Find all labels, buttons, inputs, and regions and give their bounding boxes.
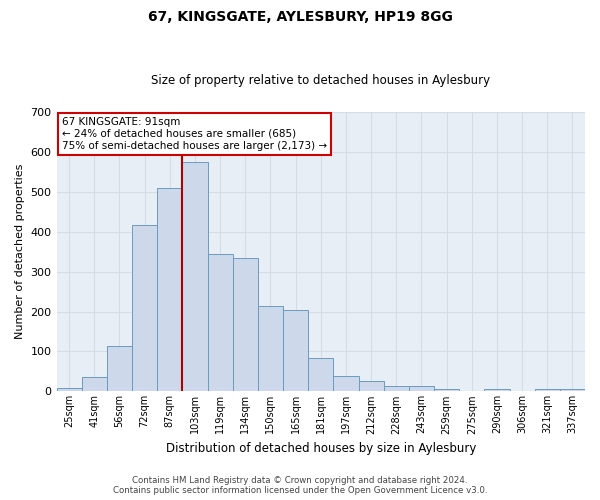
Y-axis label: Number of detached properties: Number of detached properties [15, 164, 25, 340]
Bar [560, 390, 585, 392]
Bar [132, 225, 157, 392]
Bar [157, 188, 182, 392]
Bar [334, 376, 359, 392]
X-axis label: Distribution of detached houses by size in Aylesbury: Distribution of detached houses by size … [166, 442, 476, 455]
Text: Contains HM Land Registry data © Crown copyright and database right 2024.
Contai: Contains HM Land Registry data © Crown c… [113, 476, 487, 495]
Bar [283, 310, 308, 392]
Bar [409, 386, 434, 392]
Bar [56, 388, 82, 392]
Bar [258, 306, 283, 392]
Bar [484, 390, 509, 392]
Bar [208, 254, 233, 392]
Bar [535, 390, 560, 392]
Text: 67, KINGSGATE, AYLESBURY, HP19 8GG: 67, KINGSGATE, AYLESBURY, HP19 8GG [148, 10, 452, 24]
Bar [107, 346, 132, 392]
Bar [383, 386, 409, 392]
Bar [308, 358, 334, 392]
Text: 67 KINGSGATE: 91sqm
← 24% of detached houses are smaller (685)
75% of semi-detac: 67 KINGSGATE: 91sqm ← 24% of detached ho… [62, 118, 327, 150]
Title: Size of property relative to detached houses in Aylesbury: Size of property relative to detached ho… [151, 74, 490, 87]
Bar [359, 381, 383, 392]
Bar [182, 162, 208, 392]
Bar [434, 390, 459, 392]
Bar [82, 378, 107, 392]
Bar [233, 258, 258, 392]
